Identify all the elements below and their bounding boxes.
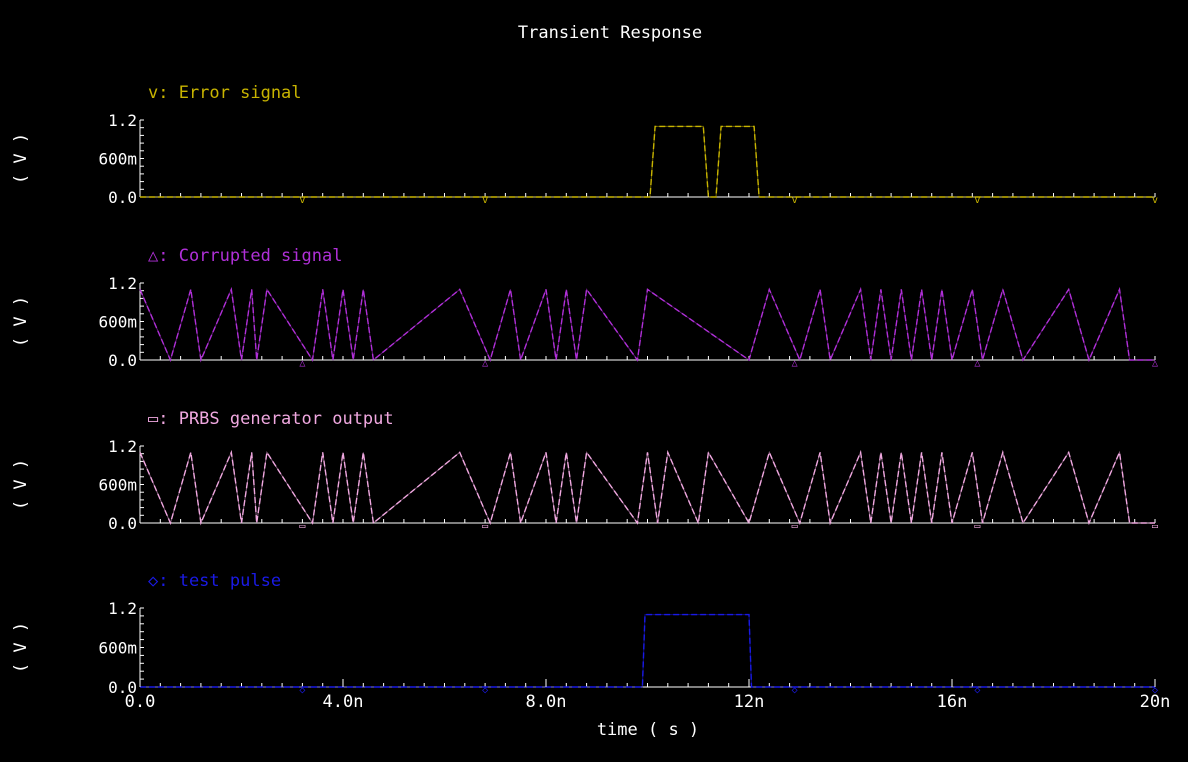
panel-3: 0.0 600m 1.2 ( V ) ▭: PRBS generator output ▭…	[11, 409, 1158, 533]
x-tick-label: 16n	[937, 692, 968, 712]
series-marker: ◇	[792, 685, 798, 696]
series-line-overlay	[139, 287, 1155, 362]
y-tick-label: 600m	[98, 313, 137, 332]
series-marker: ◇	[974, 685, 980, 696]
series-marker: ▭	[792, 521, 798, 532]
y-tick-label: 1.2	[108, 274, 137, 293]
series-marker: v	[974, 195, 980, 206]
panel-4: 0.0 600m 1.2 ( V ) ◇: test pulse ◇ ◇ ◇ ◇ ◇	[11, 571, 1158, 697]
series-marker: v	[299, 195, 305, 206]
series-label: ▭: PRBS generator output	[148, 409, 394, 429]
x-tick-label: 4.0n	[323, 692, 364, 712]
y-tick-label: 0.0	[108, 351, 137, 370]
series-marker: ▭	[299, 521, 305, 532]
y-tick-label: 1.2	[108, 437, 137, 456]
panel-2: 0.0 600m 1.2 ( V ) △: Corrupted signal △ △ △ △ △	[11, 246, 1158, 370]
x-tick-label: 8.0n	[526, 692, 567, 712]
series-marker: △	[1152, 358, 1158, 369]
series-line	[139, 449, 1155, 526]
x-tick-label: 12n	[734, 692, 765, 712]
y-tick-label: 600m	[98, 476, 137, 495]
y-axis-label: ( V )	[11, 622, 31, 673]
y-tick-label: 0.0	[108, 514, 137, 533]
series-marker: v	[482, 195, 488, 206]
series-marker: ▭	[482, 521, 488, 532]
y-tick-label: 600m	[98, 150, 137, 169]
series-marker: v	[792, 195, 798, 206]
panel-1: 0.0 600m 1.2 ( V ) v: Error signal v v v v v	[11, 83, 1158, 207]
series-line	[140, 125, 1155, 198]
series-line	[139, 286, 1155, 363]
series-label: △: Corrupted signal	[148, 246, 342, 266]
x-axis-label: time ( s )	[597, 720, 699, 740]
y-tick-label: 0.0	[108, 188, 137, 207]
series-line-overlay	[140, 125, 1155, 198]
series-label: ◇: test pulse	[148, 571, 281, 591]
series-label: v: Error signal	[148, 83, 302, 103]
series-line	[140, 613, 1155, 688]
series-marker: ◇	[299, 685, 305, 696]
series-marker: ▭	[1152, 521, 1158, 532]
chart-title: Transient Response	[518, 23, 702, 43]
series-marker: △	[792, 358, 798, 369]
y-axis-label: ( V )	[11, 133, 31, 184]
y-tick-label: 600m	[98, 639, 137, 658]
series-marker: △	[974, 358, 980, 369]
series-line-overlay	[139, 450, 1155, 525]
series-marker: v	[1152, 195, 1158, 206]
series-marker: △	[482, 358, 488, 369]
y-tick-label: 1.2	[108, 599, 137, 618]
series-marker: △	[299, 358, 305, 369]
x-tick-label: 0.0	[125, 692, 156, 712]
series-marker: ◇	[482, 685, 488, 696]
x-tick-label: 20n	[1140, 692, 1171, 712]
series-marker: ▭	[974, 521, 980, 532]
y-tick-label: 0.0	[108, 678, 137, 697]
series-line-overlay	[140, 614, 1155, 688]
y-axis-label: ( V )	[11, 296, 31, 347]
y-tick-label: 1.2	[108, 111, 137, 130]
y-axis-label: ( V )	[11, 459, 31, 510]
series-marker: ◇	[1152, 685, 1158, 696]
